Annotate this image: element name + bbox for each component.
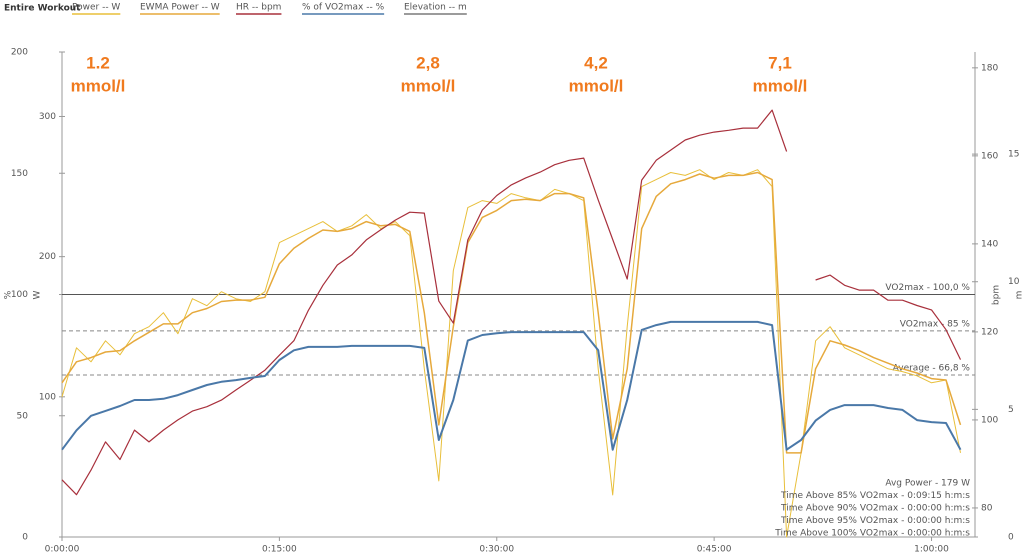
annotation: 7,1 (768, 53, 792, 72)
legend-label: Power -- W (72, 3, 120, 13)
series-line (61, 109, 962, 496)
annotation: 2,8 (416, 53, 440, 72)
y-tick-label: 200 (11, 48, 28, 58)
legend-label: EWMA Power -- W (140, 3, 220, 13)
y-tick-label: 100 (981, 415, 998, 425)
x-tick-label: 0:00:00 (45, 545, 80, 555)
annotation: 4,2 (584, 53, 608, 72)
stat-line: Time Above 90% VO2max - 0:00:00 h:m:s (780, 504, 970, 514)
axis-label: % (4, 290, 14, 299)
y-tick-label: 15 (1008, 150, 1019, 160)
annotation: 1.2 (86, 53, 110, 72)
y-tick-label: 100 (11, 290, 28, 300)
axis-label: m (1015, 291, 1024, 300)
annotation: mmol/l (71, 76, 126, 95)
y-tick-label: 10 (1008, 277, 1020, 287)
x-tick-label: 0:30:00 (479, 545, 514, 555)
reference-label: VO2max - 85 % (900, 319, 971, 329)
y-tick-label: 80 (981, 503, 993, 513)
legend-label: Elevation -- m (404, 3, 467, 13)
y-tick-label: 0 (1008, 533, 1014, 543)
reference-label: Average - 66,8 % (893, 364, 971, 374)
stat-line: Time Above 100% VO2max - 0:00:00 h:m:s (774, 529, 970, 539)
y-tick-label: 140 (981, 239, 998, 249)
axis-label: bpm (992, 285, 1002, 305)
series-line (61, 169, 961, 538)
series-line (61, 171, 962, 454)
y-tick-label: 0 (22, 533, 28, 543)
series-line (61, 320, 962, 451)
stat-line: Time Above 95% VO2max - 0:00:00 h:m:s (780, 516, 970, 526)
y-tick-label: 100 (39, 392, 56, 402)
annotation: mmol/l (753, 76, 808, 95)
axis-label: W (33, 290, 43, 299)
legend-label: % of VO2max -- % (302, 3, 385, 13)
x-tick-label: 0:45:00 (697, 545, 732, 555)
x-tick-label: 0:15:00 (262, 545, 297, 555)
stat-line: Time Above 85% VO2max - 0:09:15 h:m:s (780, 491, 970, 501)
annotation: mmol/l (401, 76, 456, 95)
y-tick-label: 120 (981, 327, 998, 337)
x-tick-label: 1:00:00 (914, 545, 949, 555)
y-tick-label: 300 (39, 112, 56, 122)
chart-title: Entire Workout (4, 4, 81, 14)
y-tick-label: 180 (981, 63, 998, 73)
y-tick-label: 160 (981, 151, 998, 161)
annotation: mmol/l (569, 76, 624, 95)
reference-label: VO2max - 100,0 % (885, 283, 970, 293)
stat-line: Avg Power - 179 W (885, 479, 970, 489)
y-tick-label: 150 (11, 169, 28, 179)
y-tick-label: 200 (39, 252, 56, 262)
y-tick-label: 50 (17, 411, 29, 421)
y-tick-label: 5 (1008, 405, 1014, 415)
legend-label: HR -- bpm (236, 3, 281, 13)
